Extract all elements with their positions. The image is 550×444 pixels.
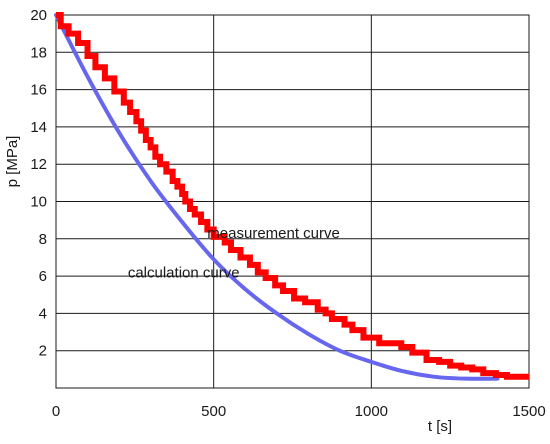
x-axis-label: t [s]: [428, 418, 452, 435]
y-tick-label-0: 2: [39, 343, 47, 360]
y-tick-label-1: 4: [39, 305, 47, 322]
y-axis-label: p [MPa]: [4, 136, 21, 188]
y-tick-label-2: 6: [39, 268, 47, 285]
annotation-calculation-curve: calculation curve: [128, 264, 240, 281]
series-layer: [54, 12, 529, 381]
x-tick-label-0: 0: [52, 403, 60, 420]
y-tick-label-6: 14: [30, 119, 47, 136]
y-tick-label-3: 8: [39, 231, 47, 248]
y-tick-label-9: 20: [30, 7, 47, 24]
x-tick-label-3: 1500: [512, 403, 545, 420]
grid: [55, 14, 530, 389]
series-line-1: [54, 13, 500, 381]
annotation-measurement-curve: measurement curve: [207, 225, 340, 242]
x-tick-label-2: 1000: [355, 403, 388, 420]
y-tick-label-4: 10: [30, 194, 47, 211]
y-tick-label-7: 16: [30, 82, 47, 99]
y-tick-label-8: 18: [30, 44, 47, 61]
x-tick-label-1: 500: [201, 403, 226, 420]
series-line-0: [56, 12, 529, 380]
y-tick-label-5: 12: [30, 156, 47, 173]
tick-labels: 2 4 6 8 10 12 14 16 18 20 0 500 1000 1500: [30, 7, 545, 420]
